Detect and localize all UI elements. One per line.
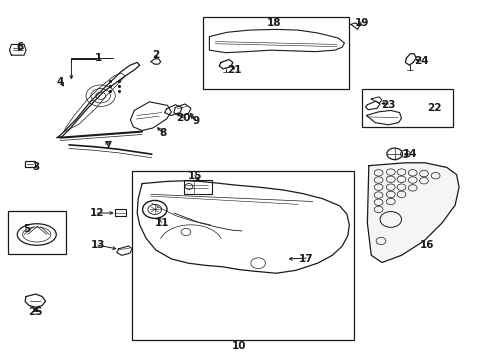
Text: 23: 23 — [380, 100, 395, 110]
Text: 2: 2 — [152, 50, 159, 60]
Text: 7: 7 — [104, 141, 111, 151]
Bar — [361, 89, 452, 127]
Text: 18: 18 — [266, 18, 281, 28]
Text: 5: 5 — [23, 225, 30, 234]
Bar — [7, 211, 66, 253]
Text: 4: 4 — [57, 77, 64, 87]
Text: 12: 12 — [90, 208, 104, 218]
Bar — [183, 180, 212, 194]
Text: 3: 3 — [32, 162, 40, 172]
Text: 8: 8 — [159, 129, 166, 138]
Text: 6: 6 — [17, 42, 24, 52]
Text: 14: 14 — [402, 149, 417, 159]
Text: 25: 25 — [28, 307, 43, 316]
Text: 22: 22 — [427, 103, 441, 113]
Bar — [203, 17, 348, 89]
Text: 20: 20 — [176, 113, 190, 123]
Text: 15: 15 — [187, 171, 202, 181]
Text: 16: 16 — [419, 239, 434, 249]
Text: 1: 1 — [94, 53, 102, 63]
Text: 10: 10 — [231, 341, 245, 351]
Text: 19: 19 — [354, 18, 368, 28]
Bar — [115, 210, 125, 216]
Text: 21: 21 — [227, 64, 242, 75]
Bar — [132, 171, 353, 339]
Text: 9: 9 — [192, 116, 199, 126]
Text: 13: 13 — [91, 240, 105, 250]
Text: 17: 17 — [298, 254, 313, 264]
Polygon shape — [366, 163, 458, 262]
Text: 11: 11 — [154, 218, 168, 228]
Text: 24: 24 — [413, 56, 427, 66]
Bar — [25, 161, 35, 167]
